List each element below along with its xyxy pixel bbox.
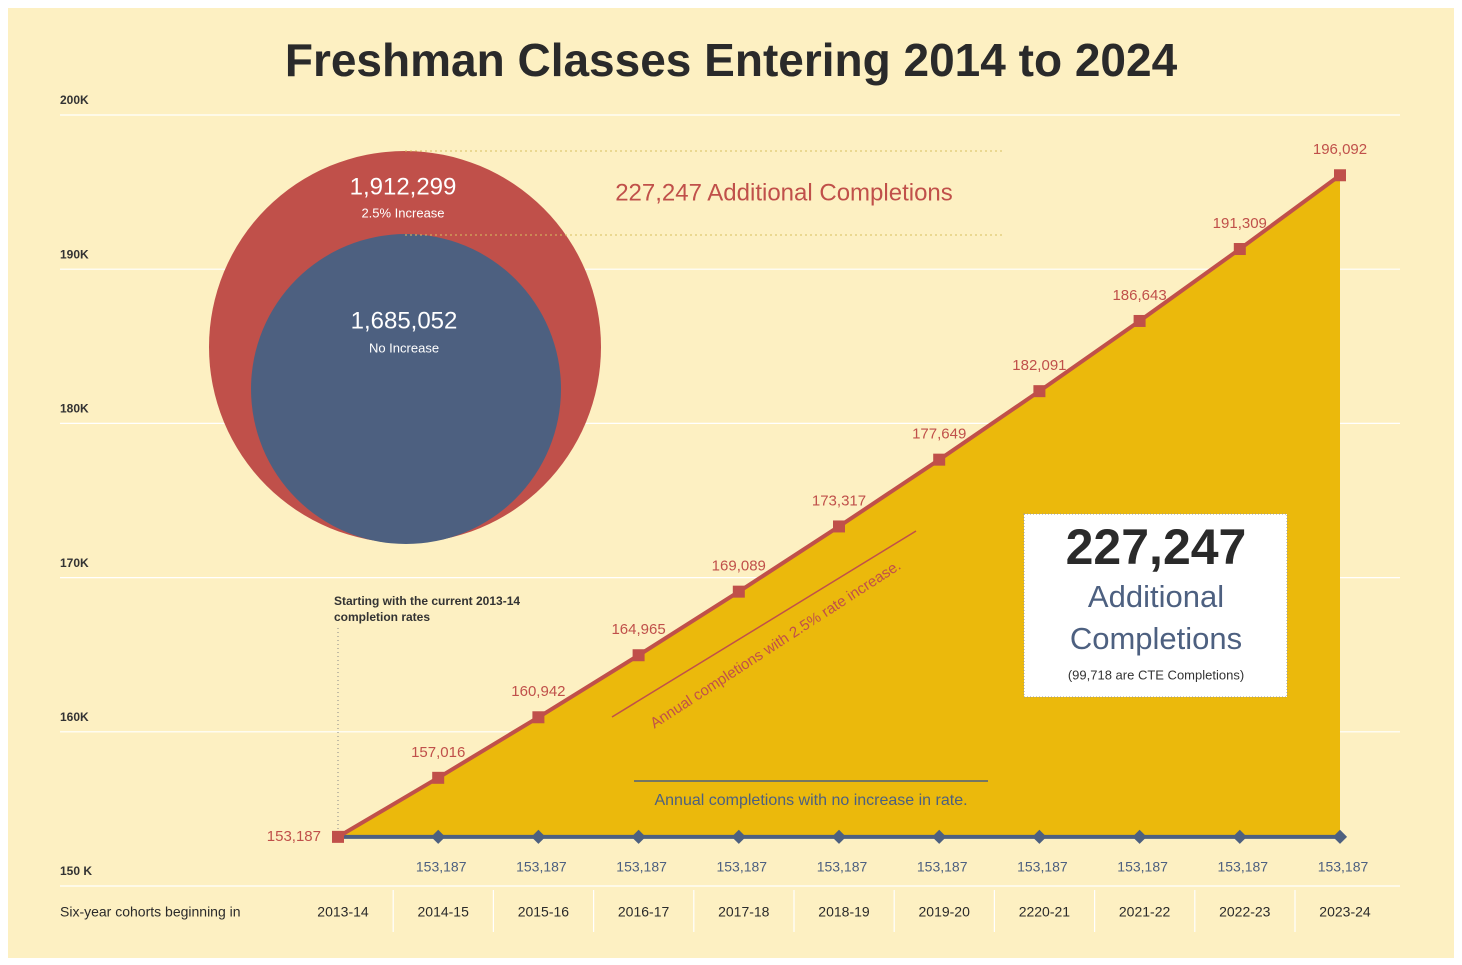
data-label: 160,942 — [511, 683, 565, 700]
data-label: 173,317 — [812, 492, 866, 509]
box-number: 227,247 — [1066, 519, 1247, 575]
box-text: Additional — [1088, 579, 1224, 614]
y-tick-label: 150 K — [60, 864, 92, 878]
data-label: 157,016 — [411, 744, 465, 761]
data-label: 153,187 — [267, 828, 321, 845]
data-label: 177,649 — [912, 426, 966, 443]
data-label: 153,187 — [1017, 859, 1068, 875]
marker — [732, 585, 745, 598]
data-label: 153,187 — [616, 859, 667, 875]
data-label: 153,187 — [1117, 859, 1168, 875]
x-axis-label: Six-year cohorts beginning in — [60, 904, 241, 920]
series-label: Annual completions with no increase in r… — [654, 792, 967, 809]
data-label: 153,187 — [716, 859, 767, 875]
data-label: 186,643 — [1112, 287, 1166, 304]
x-tick-label: 2018-19 — [818, 904, 870, 920]
outer-label: 2.5% Increase — [361, 205, 444, 220]
marker — [1032, 829, 1047, 844]
data-label: 182,091 — [1012, 357, 1066, 374]
marker — [632, 649, 645, 662]
x-tick-label: 2014-15 — [418, 904, 470, 920]
y-tick-label: 190K — [60, 247, 89, 261]
data-label: 153,187 — [516, 859, 567, 875]
marker — [831, 829, 847, 844]
data-label: 169,089 — [712, 558, 766, 575]
x-tick-label: 2015-16 — [518, 904, 570, 920]
y-tick-label: 200K — [60, 93, 89, 107]
marker — [833, 520, 845, 533]
box-text: Completions — [1070, 621, 1242, 656]
outer-total: 1,912,299 — [350, 173, 457, 200]
marker — [1132, 829, 1147, 844]
inner-circle — [251, 234, 561, 544]
data-label: 153,187 — [416, 859, 467, 875]
x-tick-label: 2220-21 — [1019, 904, 1071, 920]
data-label: 191,309 — [1213, 215, 1267, 232]
series-label-line — [611, 530, 917, 718]
y-tick-label: 180K — [60, 402, 89, 416]
marker — [1334, 169, 1346, 182]
marker — [1332, 829, 1348, 844]
data-label: 153,187 — [1217, 859, 1268, 875]
data-label: 153,187 — [917, 859, 968, 875]
marker — [1133, 314, 1146, 327]
marker — [531, 829, 546, 844]
x-tick-label: 2013-14 — [317, 904, 369, 920]
start-note: Starting with the current 2013-14 — [334, 594, 520, 608]
marker — [532, 711, 545, 724]
inner-label: No Increase — [369, 340, 439, 355]
difference-label: 227,247 Additional Completions — [615, 179, 953, 206]
marker — [1033, 385, 1046, 398]
x-tick-label: 2023-24 — [1319, 904, 1371, 920]
marker — [432, 771, 445, 784]
x-tick-label: 2017-18 — [718, 904, 770, 920]
start-note: completion rates — [334, 610, 430, 624]
x-tick-label: 2022-23 — [1219, 904, 1271, 920]
y-tick-label: 170K — [60, 556, 89, 570]
marker — [1233, 243, 1246, 256]
marker — [731, 829, 746, 844]
x-tick-label: 2019-20 — [919, 904, 971, 920]
marker — [932, 829, 947, 844]
chart-title: Freshman Classes Entering 2014 to 2024 — [285, 34, 1178, 86]
data-label: 153,187 — [817, 859, 868, 875]
marker — [332, 830, 344, 843]
x-tick-label: 2021-22 — [1119, 904, 1171, 920]
x-tick-label: 2016-17 — [618, 904, 670, 920]
y-tick-label: 160K — [60, 710, 89, 724]
inner-total: 1,685,052 — [351, 307, 458, 334]
summary-box — [1023, 513, 1288, 698]
data-label: 164,965 — [611, 621, 665, 638]
marker — [631, 829, 646, 844]
data-label: 153,187 — [1318, 859, 1369, 875]
box-note: (99,718 are CTE Completions) — [1068, 667, 1244, 682]
marker — [933, 453, 946, 466]
marker — [431, 829, 446, 844]
marker — [1232, 829, 1247, 844]
data-label: 196,092 — [1313, 141, 1367, 158]
